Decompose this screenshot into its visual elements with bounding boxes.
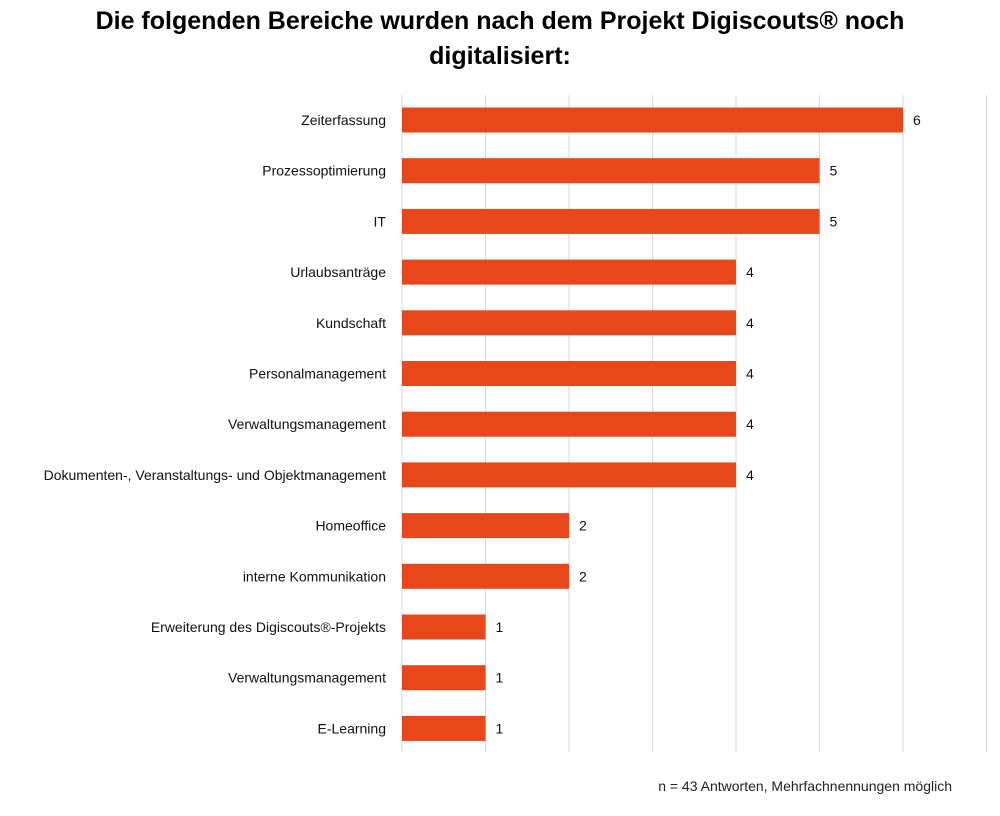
bar (402, 411, 736, 437)
bar (402, 513, 569, 539)
sample-note: n = 43 Antworten, Mehrfachnennungen mögl… (658, 778, 952, 794)
bar (402, 208, 820, 234)
bar (402, 259, 736, 285)
category-label: Zeiterfassung (301, 112, 386, 128)
category-label: IT (374, 213, 387, 229)
bars (402, 107, 903, 741)
value-label: 4 (746, 315, 754, 331)
value-label: 2 (579, 518, 587, 534)
category-label: Verwaltungsmanagement (228, 416, 386, 432)
category-label: Personalmanagement (249, 366, 386, 382)
category-label: Homeoffice (315, 518, 386, 534)
value-label: 1 (496, 720, 504, 736)
value-labels: 6 5 5 4 4 4 4 4 2 2 1 1 1 (496, 112, 922, 736)
bar (402, 614, 486, 640)
bar (402, 310, 736, 336)
value-label: 1 (496, 670, 504, 686)
category-label: Verwaltungsmanagement (228, 670, 386, 686)
bar (402, 665, 486, 691)
bar (402, 563, 569, 589)
category-label: Erweiterung des Digiscouts®-Projekts (151, 619, 386, 635)
category-label: Dokumenten-, Veranstaltungs- und Objektm… (44, 467, 387, 483)
category-label: Kundschaft (316, 315, 386, 331)
category-label: E-Learning (318, 720, 387, 736)
category-labels: Zeiterfassung Prozessoptimierung IT Urlaubs… (44, 112, 387, 736)
value-label: 4 (746, 416, 754, 432)
category-label: Urlaubsanträge (290, 264, 386, 280)
bar (402, 462, 736, 488)
chart-title: Die folgenden Bereiche wurden nach dem P… (95, 7, 905, 70)
value-label: 4 (746, 366, 754, 382)
value-label: 4 (746, 264, 754, 280)
value-label: 5 (830, 163, 838, 179)
bar (402, 715, 486, 741)
value-label: 5 (830, 213, 838, 229)
bar (402, 361, 736, 386)
category-label: Prozessoptimierung (262, 163, 386, 179)
value-label: 6 (913, 112, 921, 128)
value-label: 1 (496, 619, 504, 635)
bar (402, 107, 903, 133)
category-label: interne Kommunikation (243, 568, 386, 584)
bar (402, 158, 820, 184)
value-label: 2 (579, 568, 587, 584)
value-label: 4 (746, 467, 754, 483)
